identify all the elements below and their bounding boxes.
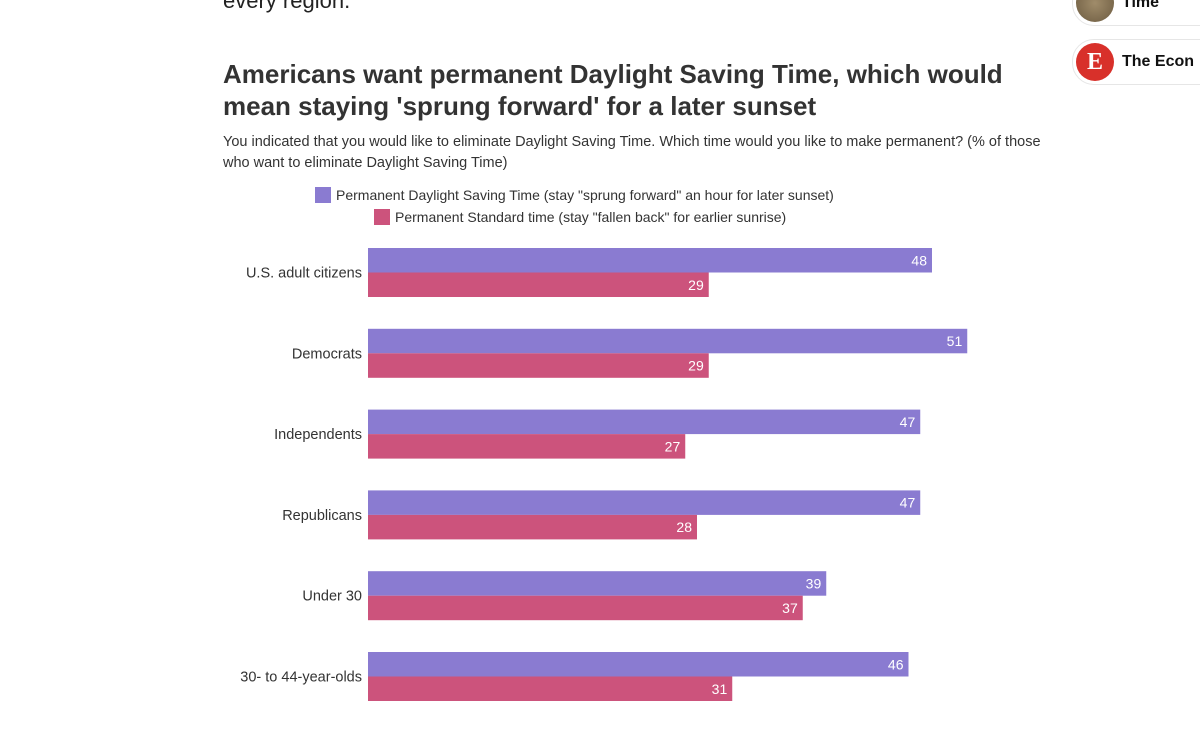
legend-item-dst: Permanent Daylight Saving Time (stay "sp… — [315, 186, 834, 204]
data-label: 31 — [712, 681, 728, 697]
article-text: every region. — [223, 0, 351, 13]
bar-standard — [368, 353, 709, 378]
bar-standard — [368, 595, 803, 621]
chart-header: Americans want permanent Daylight Saving… — [223, 58, 1063, 230]
category-label: Democrats — [292, 346, 362, 362]
chart-title: Americans want permanent Daylight Saving… — [223, 59, 1003, 121]
source-label: Time — [1122, 0, 1160, 11]
bar-dst — [368, 490, 921, 515]
category-label: Independents — [274, 427, 362, 443]
bar-dst — [368, 328, 968, 354]
legend-label: Permanent Standard time (stay "fallen ba… — [395, 209, 787, 225]
bar-dst — [368, 248, 932, 273]
avatar-photo-icon — [1076, 0, 1114, 22]
category-label: 30- to 44-year-olds — [240, 670, 362, 686]
source-pill-economist[interactable]: E The Econ — [1072, 39, 1200, 85]
category-label: Under 30 — [302, 589, 362, 605]
legend: Permanent Daylight Saving Time (stay "sp… — [223, 186, 1063, 230]
legend-swatch — [374, 209, 390, 225]
data-label: 47 — [900, 495, 916, 511]
data-label: 46 — [888, 656, 904, 672]
data-label: 29 — [688, 358, 704, 374]
legend-label: Permanent Daylight Saving Time (stay "sp… — [336, 187, 834, 203]
data-label: 39 — [806, 575, 822, 591]
data-label: 29 — [688, 277, 704, 293]
bar-dst — [368, 409, 921, 435]
bar-standard — [368, 676, 733, 701]
bar-standard — [368, 514, 697, 540]
chart-subtitle: You indicated that you would like to eli… — [223, 134, 1041, 171]
legend-item-standard: Permanent Standard time (stay "fallen ba… — [374, 208, 786, 226]
bar-standard — [368, 434, 686, 459]
data-label: 47 — [900, 414, 916, 430]
data-label: 48 — [911, 252, 927, 268]
source-label: The Econ — [1122, 53, 1195, 70]
data-label: 51 — [947, 333, 963, 349]
bar-dst — [368, 571, 827, 596]
data-label: 28 — [676, 519, 692, 535]
bar-dst — [368, 652, 909, 677]
data-label: 27 — [665, 438, 681, 454]
economist-logo-icon: E — [1076, 43, 1114, 81]
category-label: Republicans — [282, 508, 362, 524]
category-label: U.S. adult citizens — [246, 266, 362, 282]
data-label: 37 — [782, 600, 798, 616]
bar-standard — [368, 272, 709, 297]
legend-swatch — [315, 187, 331, 203]
